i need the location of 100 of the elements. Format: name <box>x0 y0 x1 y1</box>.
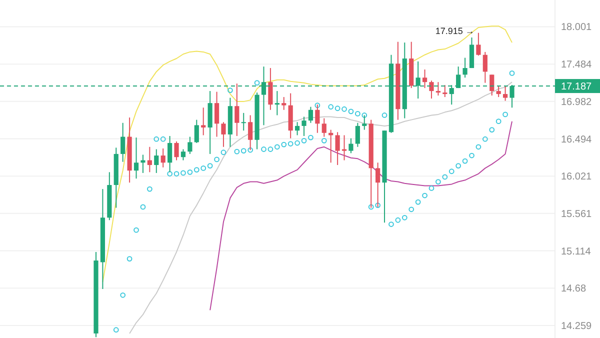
point <box>194 167 200 172</box>
candlestick <box>315 104 320 134</box>
point <box>187 169 193 175</box>
line-series <box>129 82 512 334</box>
point <box>134 227 139 233</box>
candlestick <box>282 96 286 110</box>
point <box>248 147 254 153</box>
candlestick <box>214 91 220 138</box>
point <box>489 127 495 133</box>
point <box>496 118 502 124</box>
candlestick <box>147 146 152 173</box>
candlestick <box>274 90 280 116</box>
candlestick <box>188 136 192 154</box>
ref-line-label: 17.187 <box>561 82 592 93</box>
point <box>476 144 482 150</box>
point <box>462 158 468 164</box>
candlestick <box>482 51 488 84</box>
candlestick <box>490 74 494 96</box>
point <box>227 88 233 93</box>
candlestick <box>469 37 474 69</box>
candlestick <box>160 148 166 168</box>
point <box>415 199 421 205</box>
point <box>375 202 381 208</box>
candlestick <box>248 114 253 151</box>
candlestick <box>335 132 340 166</box>
point <box>442 174 448 180</box>
point <box>342 106 347 112</box>
point <box>146 186 152 192</box>
candlestick <box>436 82 440 96</box>
point <box>214 156 220 162</box>
candlestick <box>180 148 186 161</box>
point <box>502 112 508 118</box>
point <box>113 327 119 333</box>
candlestick <box>120 122 126 162</box>
point <box>200 165 206 171</box>
point <box>140 204 146 210</box>
y-tick-label: 18.001 <box>561 22 592 34</box>
point <box>261 146 266 152</box>
point <box>456 163 462 169</box>
candlestick <box>502 85 508 102</box>
point <box>207 163 213 169</box>
candlestick <box>476 32 481 56</box>
point <box>281 142 287 148</box>
point <box>402 214 408 220</box>
candlestick <box>154 148 159 174</box>
y-tick-label: 16.494 <box>561 134 592 146</box>
point <box>362 112 368 118</box>
point <box>314 102 320 108</box>
candlestick <box>422 69 428 89</box>
point <box>120 292 126 298</box>
candlestick <box>322 118 326 138</box>
candlestick <box>302 116 306 136</box>
candlestick <box>241 112 246 132</box>
candlestick <box>134 137 139 180</box>
point <box>395 217 401 223</box>
point <box>321 138 327 144</box>
point <box>220 150 226 156</box>
point <box>180 170 186 176</box>
point <box>435 179 441 184</box>
point <box>288 141 294 146</box>
point <box>240 148 246 154</box>
y-tick-label: 17.484 <box>561 60 592 71</box>
candlestick <box>429 80 434 100</box>
candlestick <box>201 107 206 136</box>
point <box>469 152 474 158</box>
candlestick <box>194 119 199 144</box>
point <box>154 136 160 142</box>
candlestick <box>174 140 179 161</box>
candlestick <box>234 83 240 136</box>
point <box>368 204 374 210</box>
y-tick-label: 15.114 <box>561 246 592 258</box>
point <box>174 171 180 176</box>
point <box>328 104 334 110</box>
y-tick-label: 15.561 <box>561 208 592 220</box>
candlestick <box>140 154 146 174</box>
point <box>509 70 515 76</box>
y-tick-label: 16.982 <box>561 96 592 108</box>
point <box>482 136 488 142</box>
point <box>448 168 454 174</box>
candlestick <box>308 106 314 124</box>
point <box>334 106 340 112</box>
candlestick <box>268 68 273 110</box>
candlestick <box>376 162 380 208</box>
candlestick <box>496 85 501 98</box>
point <box>160 136 166 142</box>
point <box>167 171 173 176</box>
point <box>382 112 388 118</box>
candlestick <box>348 138 354 154</box>
y-tick-label: 14.68 <box>561 284 586 295</box>
candlestick <box>342 134 347 161</box>
point <box>254 80 260 86</box>
point <box>308 134 314 140</box>
y-tick-label: 14.259 <box>561 320 592 332</box>
point <box>348 108 354 114</box>
point <box>274 144 280 150</box>
candlestick <box>294 122 300 136</box>
point <box>126 256 132 262</box>
point <box>294 140 300 146</box>
candlestick <box>362 114 367 130</box>
candlestick <box>355 122 360 148</box>
